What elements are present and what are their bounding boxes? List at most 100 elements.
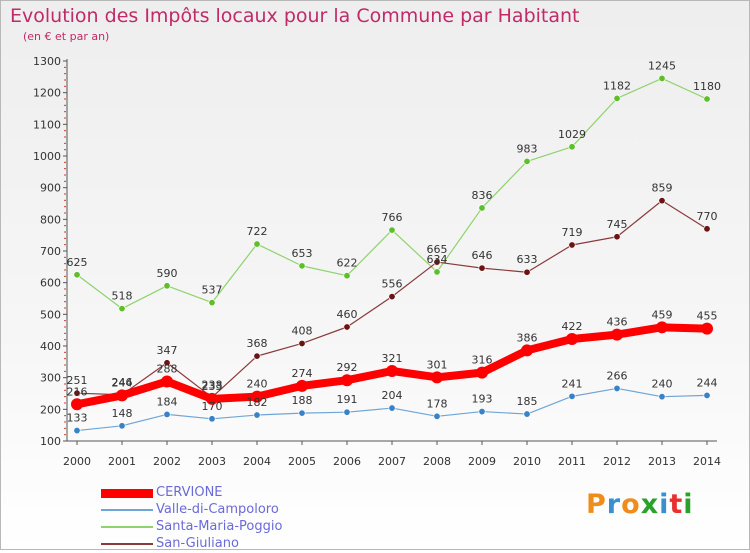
data-label-cervione: 292 bbox=[337, 361, 358, 374]
data-point-cervione bbox=[611, 328, 623, 341]
y-tick-label: 600 bbox=[40, 277, 61, 290]
data-point-san-giuliano bbox=[658, 197, 666, 205]
data-label-santa-maria-poggio: 983 bbox=[517, 142, 538, 155]
data-label-san-giuliano: 238 bbox=[202, 378, 223, 391]
data-label-san-giuliano: 460 bbox=[337, 308, 358, 321]
legend-swatch-cervione bbox=[101, 488, 153, 498]
data-point-valle-di-campoloro bbox=[208, 415, 216, 423]
data-point-san-giuliano bbox=[478, 264, 486, 272]
data-label-santa-maria-poggio: 625 bbox=[67, 256, 88, 269]
legend-label-san-giuliano: San-Giuliano bbox=[156, 536, 239, 551]
data-point-santa-maria-poggio bbox=[343, 272, 351, 280]
data-label-san-giuliano: 646 bbox=[472, 249, 493, 262]
data-label-santa-maria-poggio: 590 bbox=[157, 267, 178, 280]
data-label-santa-maria-poggio: 1182 bbox=[603, 79, 631, 92]
data-label-santa-maria-poggio: 537 bbox=[202, 284, 223, 297]
data-label-santa-maria-poggio: 518 bbox=[112, 290, 133, 303]
data-point-valle-di-campoloro bbox=[613, 384, 621, 392]
data-label-santa-maria-poggio: 766 bbox=[382, 211, 403, 224]
data-label-cervione: 240 bbox=[247, 378, 268, 391]
data-label-cervione: 216 bbox=[67, 385, 88, 398]
data-point-cervione bbox=[206, 392, 218, 405]
y-tick-label: 300 bbox=[40, 372, 61, 385]
data-point-san-giuliano bbox=[703, 225, 711, 233]
data-point-santa-maria-poggio bbox=[118, 305, 126, 313]
data-label-cervione: 436 bbox=[607, 316, 628, 329]
data-point-cervione bbox=[476, 366, 488, 379]
data-point-san-giuliano bbox=[388, 293, 396, 301]
chart-title: Evolution des Impôts locaux pour la Comm… bbox=[10, 5, 580, 27]
data-label-valle-di-campoloro: 148 bbox=[112, 407, 133, 420]
data-point-valle-di-campoloro bbox=[658, 393, 666, 401]
data-label-san-giuliano: 859 bbox=[652, 182, 673, 195]
data-point-san-giuliano bbox=[253, 352, 261, 360]
data-point-santa-maria-poggio bbox=[613, 94, 621, 102]
logo-letter: r bbox=[606, 489, 622, 520]
data-point-santa-maria-poggio bbox=[658, 74, 666, 82]
x-tick-label: 2004 bbox=[243, 455, 271, 468]
y-tick-label: 100 bbox=[40, 435, 61, 448]
data-label-san-giuliano: 368 bbox=[247, 337, 268, 350]
data-point-valle-di-campoloro bbox=[298, 409, 306, 417]
data-label-valle-di-campoloro: 184 bbox=[157, 395, 178, 408]
data-point-san-giuliano bbox=[163, 359, 171, 367]
data-point-san-giuliano bbox=[613, 233, 621, 241]
data-label-valle-di-campoloro: 204 bbox=[382, 389, 403, 402]
logo-letter: P bbox=[586, 489, 607, 520]
x-tick-label: 2011 bbox=[558, 455, 586, 468]
data-point-santa-maria-poggio bbox=[163, 282, 171, 290]
x-tick-label: 2001 bbox=[108, 455, 136, 468]
data-label-san-giuliano: 408 bbox=[292, 324, 313, 337]
data-label-san-giuliano: 633 bbox=[517, 253, 538, 266]
data-point-cervione bbox=[431, 371, 443, 384]
data-label-cervione: 321 bbox=[382, 352, 403, 365]
data-label-valle-di-campoloro: 188 bbox=[292, 394, 313, 407]
data-point-valle-di-campoloro bbox=[163, 410, 171, 418]
data-point-cervione bbox=[521, 344, 533, 357]
data-label-valle-di-campoloro: 178 bbox=[427, 397, 448, 410]
data-label-cervione: 455 bbox=[697, 310, 718, 323]
data-point-valle-di-campoloro bbox=[478, 408, 486, 416]
data-label-cervione: 233 bbox=[202, 380, 223, 393]
data-label-santa-maria-poggio: 1245 bbox=[648, 59, 676, 72]
data-label-san-giuliano: 745 bbox=[607, 218, 628, 231]
x-tick-label: 2009 bbox=[468, 455, 496, 468]
x-tick-label: 2005 bbox=[288, 455, 316, 468]
data-point-santa-maria-poggio bbox=[208, 299, 216, 307]
data-label-cervione: 244 bbox=[112, 376, 133, 389]
data-label-valle-di-campoloro: 170 bbox=[202, 400, 223, 413]
data-label-santa-maria-poggio: 1029 bbox=[558, 128, 586, 141]
y-tick-label: 800 bbox=[40, 213, 61, 226]
data-point-cervione bbox=[701, 322, 713, 335]
data-label-san-giuliano: 665 bbox=[427, 243, 448, 256]
data-label-san-giuliano: 251 bbox=[67, 374, 88, 387]
x-tick-label: 2008 bbox=[423, 455, 451, 468]
data-label-san-giuliano: 719 bbox=[562, 226, 583, 239]
data-point-san-giuliano bbox=[568, 241, 576, 249]
data-label-valle-di-campoloro: 185 bbox=[517, 395, 538, 408]
logo-letter: i bbox=[659, 489, 670, 520]
data-label-cervione: 288 bbox=[157, 362, 178, 375]
data-label-cervione: 422 bbox=[562, 320, 583, 333]
logo-letter: x bbox=[640, 489, 660, 520]
legend-swatch-valle-di-campoloro bbox=[101, 509, 153, 511]
logo-letter: t bbox=[669, 489, 684, 520]
data-point-cervione bbox=[296, 379, 308, 392]
data-point-santa-maria-poggio bbox=[73, 271, 81, 279]
data-point-cervione bbox=[161, 375, 173, 388]
data-point-san-giuliano bbox=[73, 389, 81, 397]
data-point-valle-di-campoloro bbox=[253, 411, 261, 419]
data-point-valle-di-campoloro bbox=[118, 422, 126, 430]
data-label-valle-di-campoloro: 240 bbox=[652, 378, 673, 391]
data-label-san-giuliano: 246 bbox=[112, 376, 133, 389]
data-point-san-giuliano bbox=[343, 323, 351, 331]
data-point-cervione bbox=[386, 365, 398, 378]
data-point-cervione bbox=[656, 321, 668, 334]
data-point-santa-maria-poggio bbox=[433, 268, 441, 276]
data-label-valle-di-campoloro: 266 bbox=[607, 369, 628, 382]
data-point-san-giuliano bbox=[433, 258, 441, 266]
x-tick-label: 2000 bbox=[63, 455, 91, 468]
data-point-valle-di-campoloro bbox=[343, 408, 351, 416]
x-tick-label: 2013 bbox=[648, 455, 676, 468]
y-tick-label: 200 bbox=[40, 403, 61, 416]
